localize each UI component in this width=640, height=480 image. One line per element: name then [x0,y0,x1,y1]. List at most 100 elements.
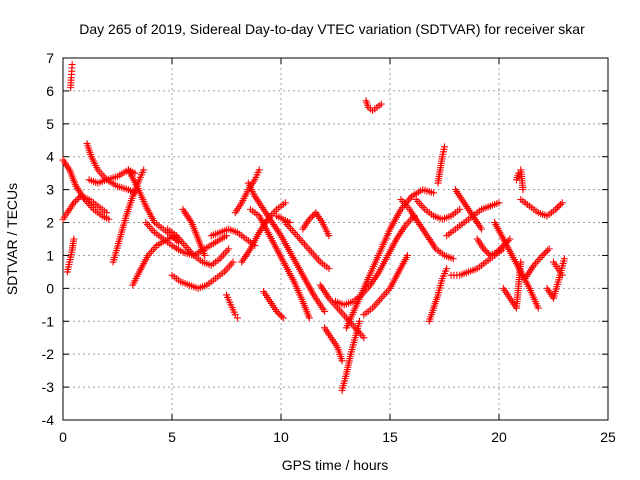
data-point [281,199,289,207]
data-point-interp [494,247,502,255]
series-s04 [67,61,76,92]
data-point [456,205,464,213]
series-s13 [179,205,209,259]
y-tick-label: 7 [46,50,54,66]
data-point-interp [557,200,565,208]
series-s31 [397,196,457,263]
series-s33 [425,265,451,325]
data-point [449,255,457,263]
tick-layer: -4 -3 -2 -1 0 1 2 3 4 5 6 7 0 5 10 15 20 25 [42,50,616,445]
data-point [338,357,346,365]
series-s22 [281,219,333,273]
y-tick-label: 3 [46,182,54,198]
data-point-interp [553,204,561,212]
y-tick-label: 1 [46,247,54,263]
series-s45 [550,258,566,279]
series-s43 [521,245,553,282]
data-point [506,235,514,243]
series-s20 [260,288,287,322]
data-point [539,251,547,259]
x-tick-label: 0 [59,429,67,445]
series-s08 [124,166,183,246]
series-s16 [231,166,263,217]
data-point [517,258,525,266]
series-s11 [164,225,233,269]
series-s09 [129,232,180,289]
data-point-interp [75,194,83,202]
series-s05 [83,140,139,197]
plot-frame [62,57,609,421]
data-point [558,199,566,207]
data-point-interp [307,214,315,222]
data-point [545,245,553,253]
data-point-interp [542,248,550,256]
series-s25 [321,324,346,365]
data-point-interp [406,194,414,202]
data-point [377,100,385,108]
series-s35 [447,245,507,279]
data-point [493,248,501,256]
data-point [225,245,233,253]
data-point [201,251,209,259]
y-tick-label: -1 [42,313,55,329]
data-point [255,166,263,174]
y-tick-label: -2 [42,346,55,362]
data-point-interp [498,243,506,251]
data-point [519,186,527,194]
series-s32 [412,196,464,223]
y-tick-label: 2 [46,215,54,231]
data-point-interp [278,312,286,320]
data-point-interp [309,212,317,220]
y-axis-label: SDTVAR / TECUs [4,183,20,295]
x-tick-label: 20 [491,429,507,445]
chart-title: Day 265 of 2019, Sidereal Day-to-day VTE… [79,21,585,37]
data-point-interp [481,247,489,255]
data-point [68,61,76,69]
x-axis-label: GPS time / hours [282,457,389,473]
points-layer [59,61,568,394]
data-point-interp [73,196,81,204]
y-tick-label: -3 [42,379,55,395]
y-tick-label: -4 [42,412,55,428]
series-s23 [299,209,333,240]
x-tick-label: 15 [382,429,398,445]
series-s03 [63,235,78,276]
data-point [441,143,448,151]
data-point-interp [483,248,491,256]
data-point [325,265,333,273]
x-tick-label: 25 [600,429,616,445]
data-point [233,314,241,322]
series-s39 [491,219,542,312]
data-point [70,235,78,243]
y-tick-label: 4 [46,149,54,165]
series-s41 [512,166,527,194]
y-tick-label: 6 [46,83,54,99]
data-point-interp [276,311,284,319]
data-point [140,166,148,174]
series-s26 [338,317,363,394]
y-tick-label: 0 [46,280,54,296]
data-point [360,334,368,342]
data-point [430,189,438,197]
data-point [70,199,78,207]
series-s40 [499,258,525,312]
data-point [480,245,488,253]
data-point [105,215,113,223]
series-s07 [109,166,148,266]
data-point-interp [540,250,548,258]
data-point-interp [274,309,282,317]
data-point [229,258,237,266]
data-point [279,314,287,322]
data-point [273,307,281,315]
series-s18 [246,205,313,322]
data-point-interp [496,245,504,253]
data-point [534,304,542,312]
x-tick-label: 5 [168,429,176,445]
series-s44 [543,255,568,302]
series-s37 [451,186,486,233]
data-point [495,199,503,207]
series-s27 [342,186,438,332]
series-s17 [244,179,329,315]
data-point [558,271,566,279]
